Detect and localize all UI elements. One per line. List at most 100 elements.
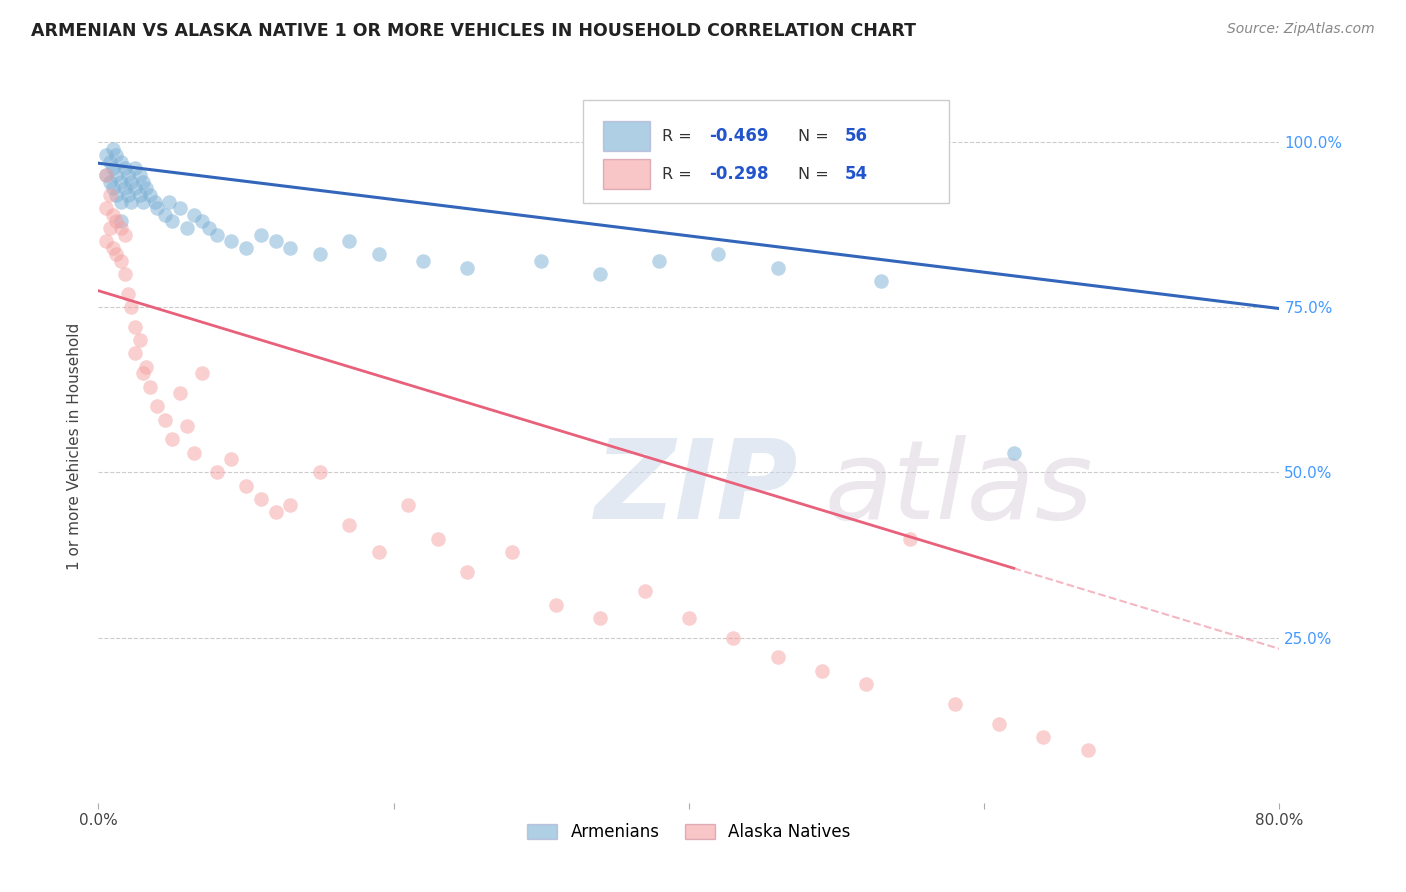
Y-axis label: 1 or more Vehicles in Household: 1 or more Vehicles in Household [67, 322, 83, 570]
Point [94, 168, 117, 182]
Text: N =: N = [797, 167, 834, 182]
Point [98, 188, 121, 202]
Point [427, 532, 450, 546]
Point [368, 247, 391, 261]
Point [153, 412, 176, 426]
Point [191, 367, 214, 381]
Point [146, 400, 169, 414]
Point [162, 433, 183, 447]
Point [634, 584, 657, 599]
Point [457, 260, 479, 275]
Point [723, 631, 745, 645]
Point [114, 161, 136, 176]
Point [707, 247, 730, 261]
Point [132, 194, 155, 209]
Point [105, 247, 128, 261]
Point [264, 234, 287, 248]
Point [117, 188, 139, 202]
Point [98, 154, 121, 169]
Point [124, 181, 146, 195]
Point [870, 274, 893, 288]
Point [124, 161, 146, 176]
Point [110, 221, 132, 235]
Point [183, 208, 205, 222]
Point [309, 247, 332, 261]
Point [530, 254, 553, 268]
Point [339, 234, 361, 248]
Point [221, 234, 243, 248]
Point [176, 221, 198, 235]
Point [128, 168, 150, 182]
Point [114, 181, 136, 195]
Point [1032, 730, 1054, 744]
Point [943, 697, 966, 711]
Point [169, 201, 191, 215]
Point [280, 499, 302, 513]
Text: ZIP: ZIP [595, 435, 799, 542]
Text: 54: 54 [845, 165, 868, 183]
Point [132, 367, 155, 381]
Point [589, 267, 612, 281]
Point [191, 214, 214, 228]
Point [105, 188, 128, 202]
Legend: Armenians, Alaska Natives: Armenians, Alaska Natives [520, 817, 858, 848]
Point [98, 175, 121, 189]
Text: ARMENIAN VS ALASKA NATIVE 1 OR MORE VEHICLES IN HOUSEHOLD CORRELATION CHART: ARMENIAN VS ALASKA NATIVE 1 OR MORE VEHI… [31, 22, 915, 40]
Point [339, 518, 361, 533]
Point [110, 214, 132, 228]
Point [128, 188, 150, 202]
Point [110, 154, 132, 169]
Point [94, 168, 117, 182]
Point [169, 386, 191, 401]
Point [94, 148, 117, 162]
Point [146, 201, 169, 215]
Point [412, 254, 434, 268]
Text: R =: R = [662, 128, 696, 144]
Point [124, 346, 146, 360]
FancyBboxPatch shape [603, 159, 650, 189]
Point [264, 505, 287, 519]
Point [250, 491, 273, 506]
Point [120, 175, 142, 189]
Point [1077, 743, 1099, 757]
Point [103, 208, 125, 222]
Point [205, 227, 228, 242]
Point [110, 254, 132, 268]
Point [114, 267, 136, 281]
Point [103, 181, 125, 195]
Point [103, 241, 125, 255]
Point [198, 221, 221, 235]
Point [120, 300, 142, 314]
Point [205, 466, 228, 480]
Text: atlas: atlas [825, 435, 1094, 542]
Point [143, 194, 166, 209]
Point [183, 445, 205, 459]
Point [139, 188, 162, 202]
Point [766, 260, 789, 275]
Text: -0.469: -0.469 [709, 128, 769, 145]
Point [250, 227, 273, 242]
Point [114, 227, 136, 242]
Point [900, 532, 922, 546]
Point [162, 214, 183, 228]
Point [98, 221, 121, 235]
Text: R =: R = [662, 167, 696, 182]
Point [176, 419, 198, 434]
Point [110, 194, 132, 209]
Point [110, 175, 132, 189]
Point [546, 598, 568, 612]
Point [105, 214, 128, 228]
Point [120, 194, 142, 209]
Point [678, 611, 700, 625]
Point [280, 241, 302, 255]
Point [589, 611, 612, 625]
Text: Source: ZipAtlas.com: Source: ZipAtlas.com [1227, 22, 1375, 37]
Point [1002, 445, 1025, 459]
Point [94, 234, 117, 248]
Point [988, 716, 1011, 731]
Point [117, 168, 139, 182]
Point [103, 161, 125, 176]
Point [457, 565, 479, 579]
Point [135, 359, 157, 374]
Point [105, 148, 128, 162]
